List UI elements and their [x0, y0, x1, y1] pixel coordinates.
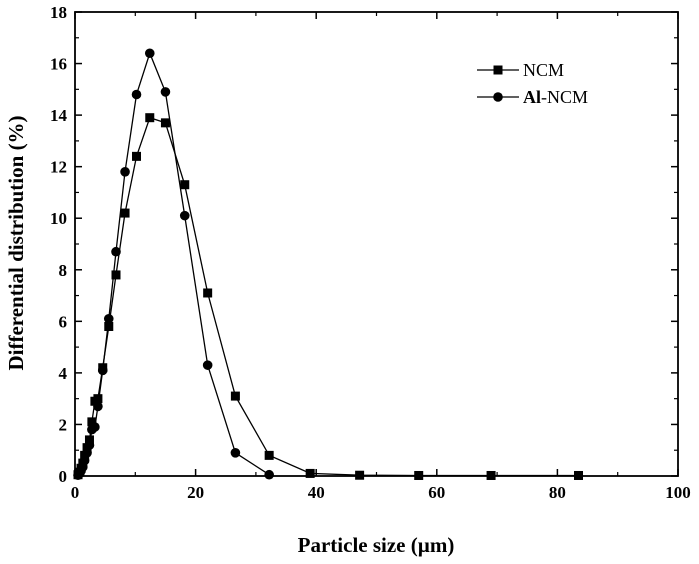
- data-point-al-ncm: [90, 422, 100, 432]
- series-al-ncm: [73, 48, 274, 481]
- y-tick-label: 18: [50, 3, 67, 22]
- data-point-ncm: [104, 321, 114, 331]
- data-point-al-ncm: [131, 89, 142, 100]
- data-point-ncm: [84, 435, 94, 445]
- data-point-al-ncm: [230, 448, 241, 458]
- x-tick-label: 80: [549, 483, 566, 502]
- x-tick-label: 20: [187, 483, 204, 502]
- data-point-ncm: [111, 270, 121, 280]
- legend-label: NCM: [523, 60, 564, 80]
- data-point-al-ncm: [84, 440, 95, 450]
- legend-marker: [493, 92, 503, 102]
- data-point-ncm: [180, 180, 190, 190]
- data-point-ncm: [305, 468, 315, 478]
- data-point-al-ncm: [160, 87, 171, 97]
- x-axis-ticks: 0 20 40 60 80 100: [71, 12, 691, 502]
- legend-marker: [493, 65, 503, 75]
- y-tick-label: 6: [59, 312, 68, 331]
- x-tick-label: 40: [308, 483, 325, 502]
- y-tick-label: 10: [50, 209, 67, 228]
- data-point-ncm: [486, 470, 496, 480]
- data-point-al-ncm: [202, 360, 213, 370]
- data-point-ncm: [574, 470, 584, 480]
- series-line-ncm: [77, 116, 579, 477]
- data-point-ncm: [145, 113, 155, 123]
- data-point-al-ncm: [79, 455, 90, 466]
- data-point-ncm: [203, 288, 213, 298]
- x-tick-label: 100: [665, 483, 691, 502]
- plot-border: [74, 11, 679, 477]
- data-point-ncm: [160, 118, 170, 128]
- data-point-ncm: [87, 417, 97, 427]
- y-axis-ticks: 0 2 4 6 8 10 12 14 16 18: [50, 3, 678, 486]
- data-point-al-ncm: [111, 246, 121, 257]
- y-tick-label: 0: [59, 467, 68, 486]
- y-tick-label: 4: [59, 364, 68, 383]
- data-point-ncm: [264, 450, 274, 460]
- series-line-al-ncm: [77, 51, 270, 476]
- legend-item-al-ncm: Al-NCM: [477, 87, 588, 107]
- legend-item-ncm: NCM: [477, 60, 564, 80]
- x-tick-label: 0: [71, 483, 80, 502]
- data-point-ncm: [93, 394, 103, 404]
- y-axis-title: Differential distribution (%): [4, 115, 28, 370]
- data-point-ncm: [132, 151, 142, 161]
- y-tick-label: 2: [59, 415, 68, 434]
- data-point-al-ncm: [264, 469, 274, 480]
- data-point-al-ncm: [179, 210, 190, 221]
- data-point-al-ncm: [120, 167, 130, 177]
- series-layer: [73, 48, 584, 481]
- data-point-al-ncm: [93, 401, 103, 412]
- y-tick-label: 14: [50, 106, 68, 125]
- data-point-ncm: [230, 391, 240, 401]
- data-point-al-ncm: [97, 365, 108, 376]
- legend-label: Al-NCM: [523, 87, 588, 107]
- y-tick-label: 8: [59, 261, 68, 280]
- series-ncm: [73, 113, 584, 480]
- plot-frame: [74, 11, 679, 477]
- y-tick-label: 12: [50, 158, 67, 177]
- legend: NCM Al-NCM: [477, 60, 588, 107]
- data-point-al-ncm: [103, 313, 114, 324]
- x-axis-title: Particle size (µm): [298, 533, 455, 557]
- data-point-al-ncm: [144, 48, 155, 59]
- y-tick-label: 16: [50, 55, 67, 74]
- data-point-al-ncm: [82, 448, 92, 458]
- data-point-ncm: [120, 208, 130, 218]
- data-point-ncm: [414, 470, 424, 480]
- data-point-ncm: [355, 470, 365, 480]
- x-tick-label: 60: [428, 483, 445, 502]
